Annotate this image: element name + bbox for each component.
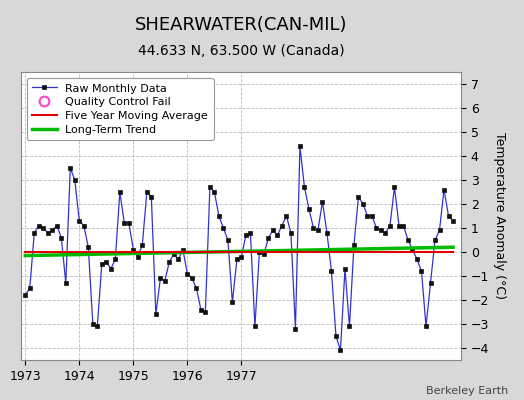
Raw Monthly Data bbox=[423, 324, 429, 329]
Legend: Raw Monthly Data, Quality Control Fail, Five Year Moving Average, Long-Term Tren: Raw Monthly Data, Quality Control Fail, … bbox=[27, 78, 214, 140]
Text: 44.633 N, 63.500 W (Canada): 44.633 N, 63.500 W (Canada) bbox=[138, 44, 344, 58]
Raw Monthly Data bbox=[252, 324, 258, 329]
Raw Monthly Data bbox=[207, 185, 213, 190]
Text: SHEARWATER(CAN-MIL): SHEARWATER(CAN-MIL) bbox=[135, 16, 347, 34]
Y-axis label: Temperature Anomaly (°C): Temperature Anomaly (°C) bbox=[493, 132, 506, 300]
Text: Berkeley Earth: Berkeley Earth bbox=[426, 386, 508, 396]
Raw Monthly Data bbox=[22, 293, 28, 298]
Raw Monthly Data bbox=[144, 190, 150, 194]
Raw Monthly Data bbox=[238, 254, 245, 259]
Raw Monthly Data bbox=[81, 223, 87, 228]
Line: Raw Monthly Data: Raw Monthly Data bbox=[24, 144, 455, 352]
Raw Monthly Data bbox=[297, 144, 303, 149]
Raw Monthly Data bbox=[337, 348, 344, 353]
Raw Monthly Data bbox=[450, 218, 456, 223]
